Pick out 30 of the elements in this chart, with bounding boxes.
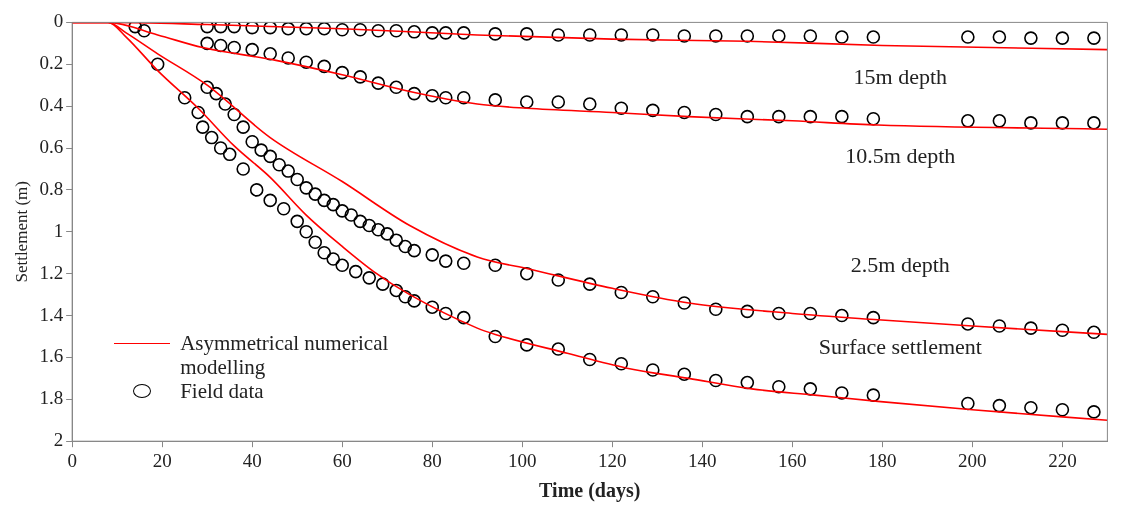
x-tick-label: 100 xyxy=(508,449,537,471)
y-tick-label: 0.2 xyxy=(39,52,64,74)
y-tick-label: 0 xyxy=(53,10,64,32)
y-tick-label: 1.6 xyxy=(39,345,64,367)
y-tick-label: 1.8 xyxy=(39,387,64,409)
y-tick-label: 0.4 xyxy=(39,94,64,116)
x-tick-label: 80 xyxy=(422,449,442,471)
annotation: 15m depth xyxy=(853,63,948,89)
x-tick-label: 60 xyxy=(332,449,352,471)
x-tick-label: 160 xyxy=(778,449,807,471)
y-tick-label: 0.6 xyxy=(39,136,64,158)
annotation: 2.5m depth xyxy=(850,252,950,278)
y-tick-label: 1.2 xyxy=(39,261,64,283)
y-tick-label: 1.4 xyxy=(39,303,64,325)
x-axis-title: Time (days) xyxy=(539,479,641,503)
x-tick-label: 140 xyxy=(688,449,717,471)
legend-label: Asymmetrical numerical modelling xyxy=(180,331,390,380)
x-tick-label: 180 xyxy=(868,449,897,471)
annotation: Surface settlement xyxy=(818,334,982,360)
x-tick-label: 20 xyxy=(152,449,172,471)
legend-label: Field data xyxy=(180,379,265,404)
x-tick-label: 40 xyxy=(242,449,262,471)
x-tick-label: 120 xyxy=(598,449,627,471)
y-axis-title: Settlement (m) xyxy=(11,181,31,283)
x-tick-label: 220 xyxy=(1048,449,1077,471)
y-tick-label: 0.8 xyxy=(39,177,64,199)
annotation: 10.5m depth xyxy=(845,143,956,169)
y-tick-label: 1 xyxy=(53,219,64,241)
y-tick-label: 2 xyxy=(53,429,64,451)
x-tick-label: 200 xyxy=(958,449,987,471)
